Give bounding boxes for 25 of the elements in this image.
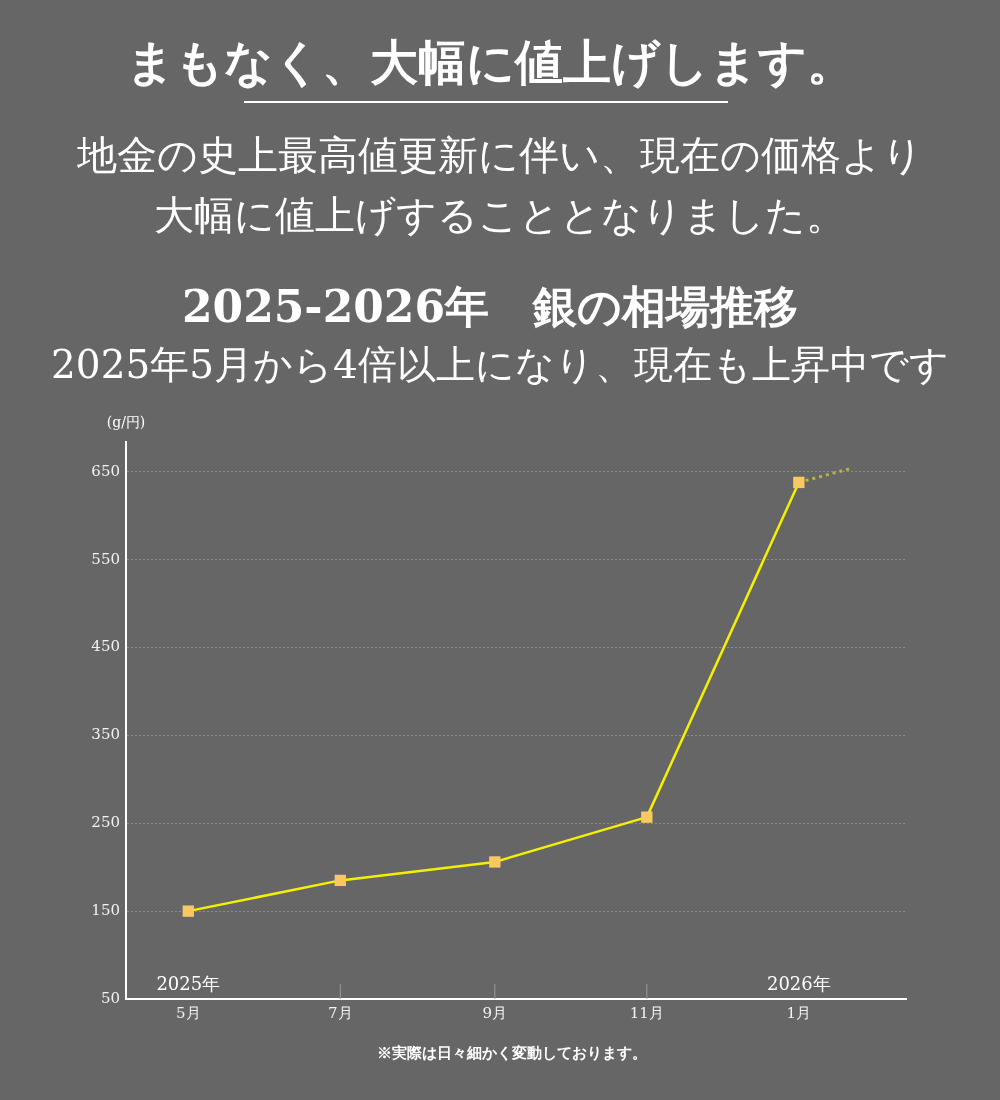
annotation: 2026年 bbox=[766, 972, 831, 994]
point bbox=[334, 874, 346, 887]
point bbox=[641, 811, 653, 823]
chart-subtitle: 2025年5月から4倍以上になり、現在も上昇中です bbox=[50, 341, 950, 389]
point bbox=[489, 856, 501, 868]
chart-title: 2025-2026年 銀の相場推移 bbox=[180, 281, 800, 333]
point bbox=[182, 905, 194, 917]
y-axis-title: (g/円) bbox=[106, 413, 146, 430]
y-tick-label: 250 bbox=[91, 813, 120, 832]
x-tick-label: 1月 bbox=[786, 1003, 812, 1022]
x-tick-label: 5月 bbox=[176, 1003, 201, 1022]
y-tick-label: 550 bbox=[91, 549, 120, 568]
y-tick-label: 50 bbox=[100, 988, 120, 1007]
x-tick-label: 7月 bbox=[328, 1003, 353, 1022]
text: まもなく、大幅に値上げします。 bbox=[124, 33, 856, 91]
y-tick-label: 350 bbox=[91, 725, 120, 744]
x-tick-label: 11月 bbox=[629, 1003, 664, 1022]
y-tick-label: 450 bbox=[91, 637, 120, 656]
x-tick-label: 9月 bbox=[482, 1003, 508, 1022]
point bbox=[793, 476, 805, 489]
annotation: 2025年 bbox=[156, 972, 221, 994]
text: ※実際は日々細かく変動しております。 bbox=[376, 1043, 648, 1064]
y-tick-label: 650 bbox=[91, 461, 120, 480]
text: 地金の史上最高値更新に伴い、現在の価格より大幅に値上げすることとなりました。 bbox=[76, 131, 924, 240]
y-tick-label: 150 bbox=[91, 901, 120, 920]
